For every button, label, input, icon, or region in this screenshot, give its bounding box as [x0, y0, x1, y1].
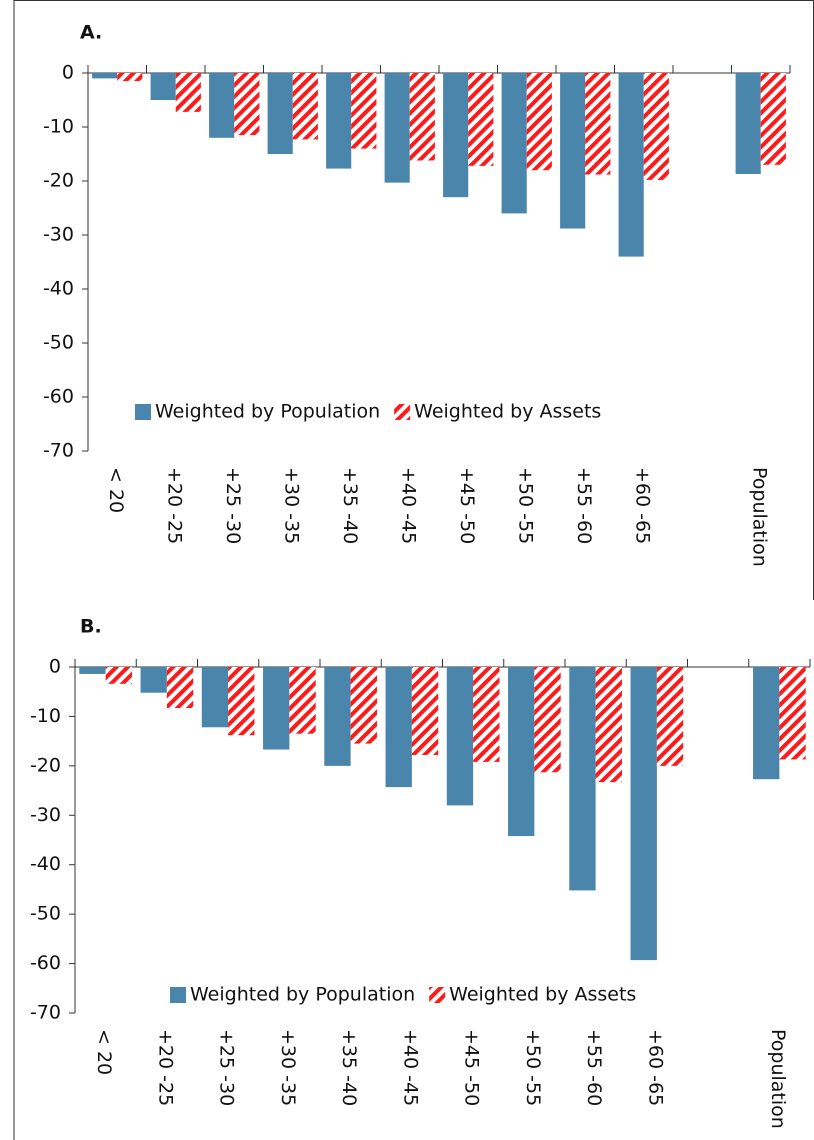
bar — [468, 73, 494, 166]
x-tick-label: +20 -25 — [163, 467, 185, 544]
bar — [473, 667, 500, 762]
y-tick-label: -10 — [43, 116, 74, 138]
bar — [643, 73, 669, 180]
y-tick-label: 0 — [49, 656, 61, 678]
y-tick-label: -40 — [30, 853, 61, 875]
x-tick-label: +60 -65 — [644, 1029, 666, 1106]
x-tick-label: +25 -30 — [222, 467, 244, 544]
x-tick-label: +45 -50 — [461, 1029, 483, 1106]
bar — [351, 73, 377, 149]
bar — [175, 73, 201, 112]
bar — [267, 73, 293, 154]
panel-title: B. — [80, 616, 102, 638]
bar — [385, 667, 412, 788]
bar — [753, 667, 780, 780]
bar — [263, 667, 290, 750]
bar — [411, 667, 439, 755]
x-tick-label: +50 -55 — [514, 467, 536, 544]
bar — [117, 73, 143, 82]
bar — [92, 73, 118, 79]
bar — [350, 667, 377, 744]
x-tick-label: +55 -60 — [583, 1029, 605, 1106]
bar — [228, 667, 255, 736]
x-tick-label: +35 -40 — [339, 467, 361, 544]
x-tick-label: +60 -65 — [631, 467, 653, 544]
bar — [326, 73, 352, 169]
x-tick-label: < 20 — [93, 1029, 115, 1075]
bar — [656, 667, 684, 766]
y-tick-label: -50 — [43, 332, 74, 354]
y-tick-label: -20 — [30, 754, 61, 776]
bar — [209, 73, 235, 138]
y-tick-label: -60 — [30, 952, 61, 974]
y-tick-label: -30 — [30, 804, 61, 826]
y-tick-label: -60 — [43, 386, 74, 408]
bar — [150, 73, 176, 100]
bar — [569, 667, 596, 891]
x-tick-label: < 20 — [105, 467, 127, 513]
bar — [595, 667, 622, 783]
x-tick-label: +30 -35 — [280, 467, 302, 544]
bar — [779, 667, 806, 760]
legend-swatch — [170, 987, 186, 1003]
bar — [630, 667, 657, 961]
bar — [501, 73, 527, 214]
bar — [234, 73, 260, 136]
bar — [618, 73, 644, 257]
bar — [526, 73, 552, 171]
bar — [79, 667, 106, 674]
x-tick-label: +20 -25 — [154, 1029, 176, 1106]
y-tick-label: -70 — [43, 440, 74, 462]
x-tick-label: +50 -55 — [522, 1029, 544, 1106]
x-tick-label: +40 -45 — [397, 467, 419, 544]
x-tick-label: +55 -60 — [573, 467, 595, 544]
bar — [760, 73, 786, 165]
panel-title: A. — [80, 22, 102, 44]
y-tick-label: 0 — [62, 62, 74, 84]
legend-label: Weighted by Assets — [414, 401, 601, 423]
bar — [409, 73, 435, 161]
y-tick-label: -10 — [30, 705, 61, 727]
bar — [201, 667, 229, 728]
legend-swatch — [394, 404, 411, 420]
x-tick-label: +25 -30 — [216, 1029, 238, 1106]
bar — [560, 73, 586, 229]
x-tick-label: Population — [748, 467, 770, 567]
bar — [166, 667, 194, 709]
y-tick-label: -40 — [43, 278, 74, 300]
x-tick-label: +30 -35 — [277, 1029, 299, 1106]
legend-swatch — [429, 987, 446, 1003]
x-tick-label: Population — [767, 1029, 789, 1129]
y-tick-label: -70 — [30, 1002, 61, 1024]
bar — [292, 73, 318, 140]
bar — [140, 667, 167, 693]
legend-label: Weighted by Assets — [449, 984, 636, 1006]
y-tick-label: -50 — [30, 903, 61, 925]
bar — [443, 73, 469, 198]
x-tick-label: +40 -45 — [399, 1029, 421, 1106]
bar — [384, 73, 410, 183]
bar — [735, 73, 761, 174]
y-tick-label: -20 — [43, 170, 74, 192]
legend-swatch — [135, 404, 151, 420]
x-tick-label: +45 -50 — [456, 467, 478, 544]
bar — [446, 667, 474, 806]
legend-label: Weighted by Population — [155, 401, 380, 423]
legend-label: Weighted by Population — [190, 984, 415, 1006]
bar — [289, 667, 316, 734]
y-tick-label: -30 — [43, 224, 74, 246]
bar — [585, 73, 611, 175]
bar — [534, 667, 561, 773]
x-tick-label: +35 -40 — [338, 1029, 360, 1106]
bar — [324, 667, 351, 766]
bar — [508, 667, 535, 837]
bar — [105, 667, 132, 684]
